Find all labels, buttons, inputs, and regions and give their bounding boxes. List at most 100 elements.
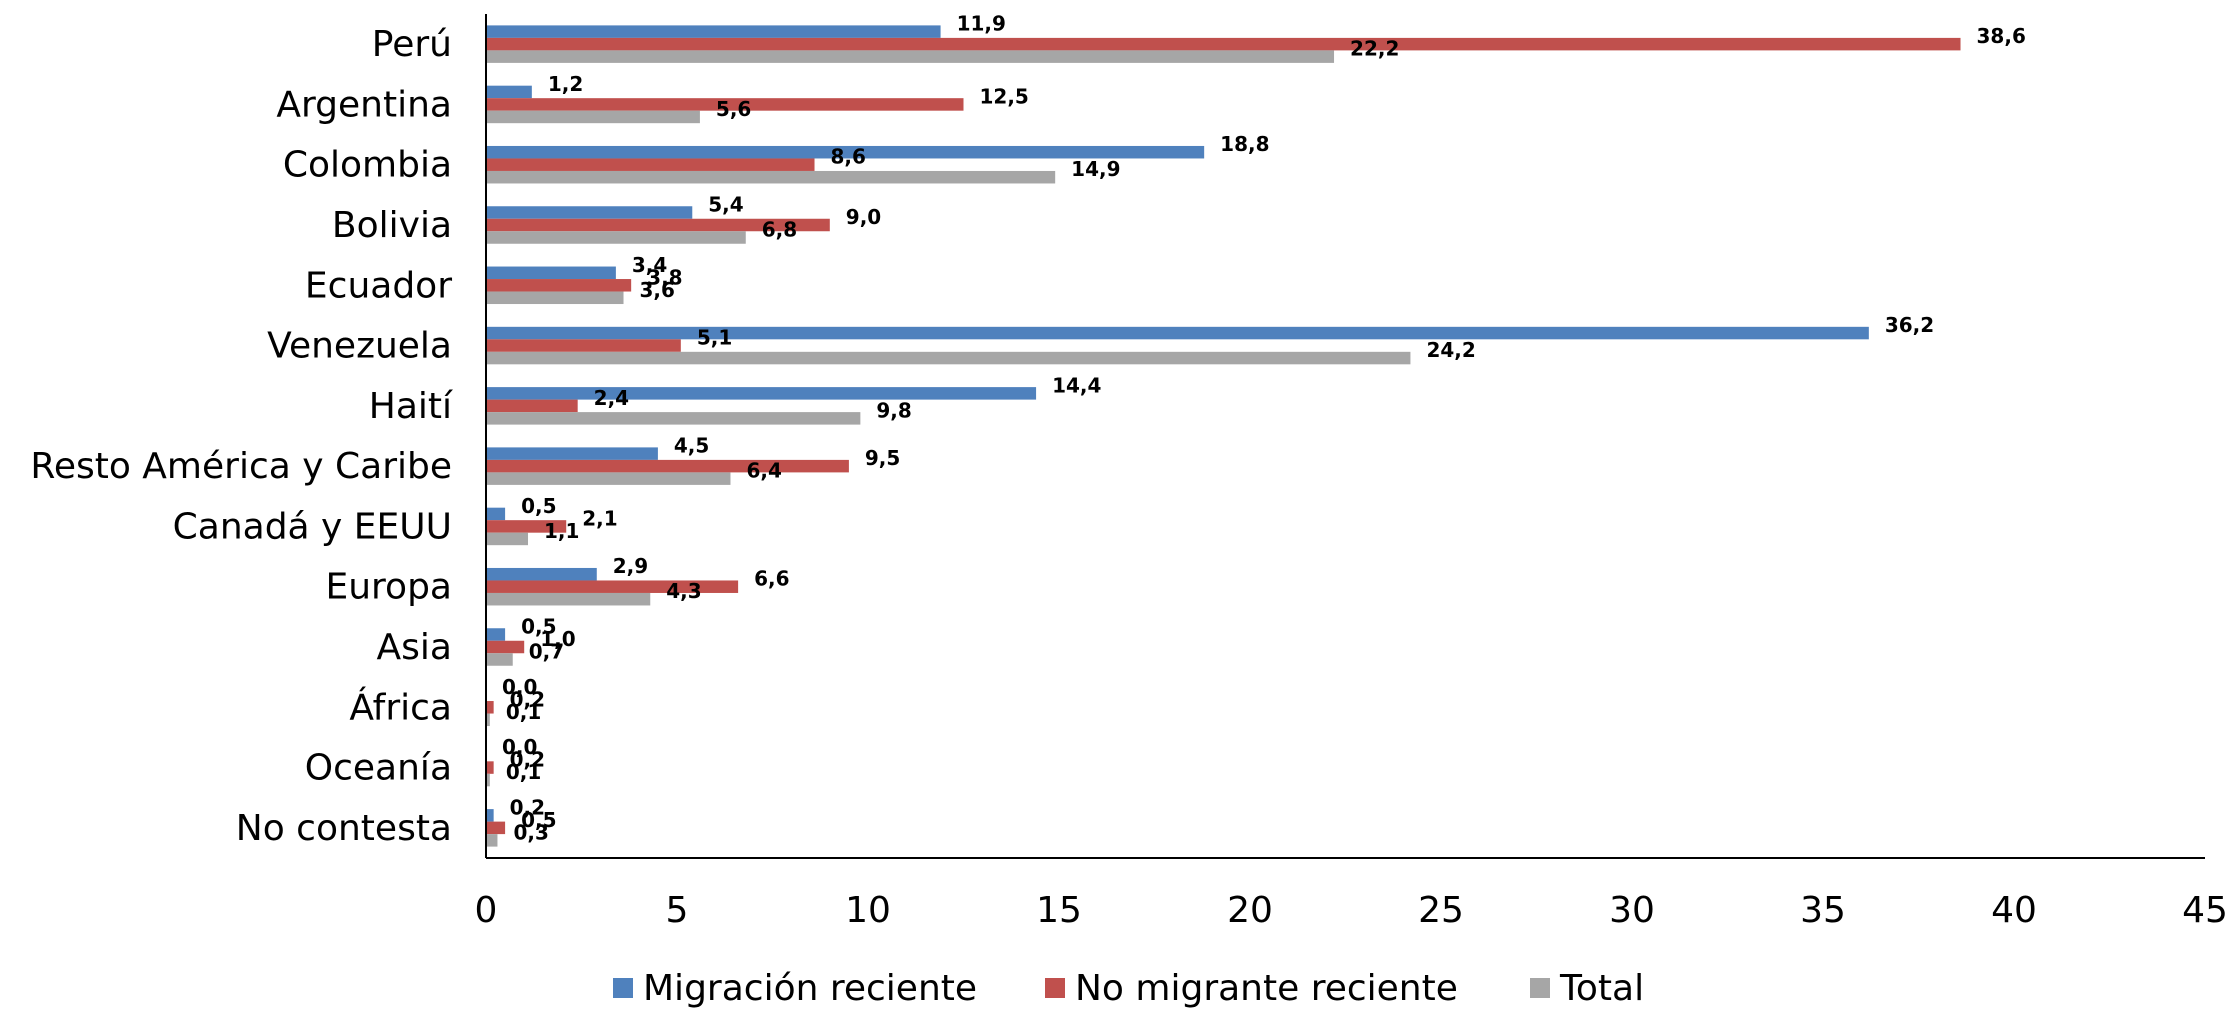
category-label: Argentina bbox=[276, 84, 452, 125]
legend-label: Migración reciente bbox=[643, 968, 977, 1009]
bar bbox=[486, 206, 693, 219]
bar bbox=[486, 520, 567, 533]
data-label: 36,2 bbox=[1885, 313, 1934, 337]
data-label: 0,1 bbox=[506, 700, 541, 724]
bar bbox=[486, 761, 494, 774]
data-label: 8,6 bbox=[831, 145, 866, 169]
bar bbox=[486, 507, 506, 521]
category-label: No contesta bbox=[236, 808, 452, 849]
bar bbox=[486, 158, 815, 171]
bar bbox=[486, 821, 506, 835]
category-label: Colombia bbox=[283, 145, 452, 186]
category-label: Oceanía bbox=[305, 748, 452, 789]
bar bbox=[486, 170, 1056, 184]
data-label: 6,8 bbox=[762, 218, 797, 242]
category-label: Canadá y EEUU bbox=[173, 506, 452, 547]
bar bbox=[486, 809, 494, 822]
legend-swatch bbox=[1530, 978, 1550, 998]
bar bbox=[486, 231, 746, 244]
data-label: 12,5 bbox=[980, 84, 1029, 108]
data-label: 5,4 bbox=[708, 193, 743, 217]
data-label: 0,2 bbox=[510, 748, 545, 772]
data-label: 3,6 bbox=[640, 278, 675, 302]
category-label: Resto América y Caribe bbox=[30, 446, 452, 487]
bar bbox=[486, 85, 532, 99]
bar bbox=[486, 218, 830, 232]
data-label: 2,4 bbox=[594, 386, 629, 410]
bar bbox=[486, 701, 494, 714]
x-tick-label: 25 bbox=[1418, 890, 1464, 931]
bar bbox=[486, 351, 1411, 365]
bar bbox=[486, 110, 700, 124]
data-label: 38,6 bbox=[1977, 24, 2026, 48]
legend-swatch bbox=[1045, 978, 1065, 998]
data-label: 6,4 bbox=[746, 459, 781, 483]
bar bbox=[486, 387, 1037, 400]
x-tick-labels: 0 5 10 15 20 25 30 35 40 45 bbox=[475, 890, 2228, 931]
legend-swatch bbox=[613, 978, 633, 998]
data-label: 5,6 bbox=[716, 97, 751, 121]
bar bbox=[486, 291, 624, 305]
data-label: 4,3 bbox=[666, 579, 701, 603]
data-label: 3,4 bbox=[632, 253, 667, 277]
bar bbox=[486, 37, 1961, 51]
category-label: Bolivia bbox=[332, 205, 452, 246]
bar bbox=[486, 592, 651, 606]
data-label: 3,8 bbox=[647, 265, 682, 289]
bar bbox=[486, 653, 513, 666]
bar bbox=[486, 640, 525, 654]
data-label: 1,2 bbox=[548, 72, 583, 96]
data-label: 14,9 bbox=[1071, 157, 1120, 181]
category-labels: Perú Argentina Colombia Bolivia Ecuador Venez… bbox=[30, 24, 453, 849]
data-label: 0,5 bbox=[521, 808, 556, 832]
data-label: 2,1 bbox=[582, 506, 617, 530]
bar bbox=[486, 266, 616, 280]
data-label: 9,5 bbox=[865, 446, 900, 470]
data-label: 9,8 bbox=[876, 398, 911, 422]
data-labels: 11,9 38,6 22,2 1,2 12,5 5,6 18,8 8,6 14,9 5,4 9,0 6… bbox=[502, 12, 2026, 845]
data-label: 18,8 bbox=[1220, 132, 1269, 156]
bar bbox=[486, 580, 739, 593]
data-label: 22,2 bbox=[1350, 37, 1399, 61]
bar bbox=[486, 279, 632, 292]
category-label: Perú bbox=[372, 24, 452, 65]
data-label: 0,1 bbox=[506, 760, 541, 784]
bar bbox=[486, 447, 658, 460]
data-label: 0,3 bbox=[513, 820, 548, 844]
category-label: África bbox=[349, 686, 452, 728]
category-label: Asia bbox=[377, 627, 452, 668]
data-label: 0,0 bbox=[502, 735, 537, 759]
x-tick-label: 40 bbox=[1991, 890, 2037, 931]
bar bbox=[486, 326, 1869, 340]
data-label: 4,5 bbox=[674, 434, 709, 458]
data-label: 9,0 bbox=[846, 205, 881, 229]
data-label: 0,0 bbox=[502, 675, 537, 699]
x-tick-label: 30 bbox=[1609, 890, 1655, 931]
bar bbox=[486, 532, 529, 546]
x-tick-label: 5 bbox=[666, 890, 689, 931]
data-label: 11,9 bbox=[957, 12, 1006, 36]
data-label: 5,1 bbox=[697, 326, 732, 350]
data-label: 1,0 bbox=[540, 627, 575, 651]
bar bbox=[486, 399, 578, 413]
legend-label: Total bbox=[1559, 968, 1644, 1009]
bars-layer bbox=[486, 25, 1961, 847]
data-label: 0,5 bbox=[521, 615, 556, 639]
bar bbox=[486, 145, 1205, 159]
bar bbox=[486, 834, 498, 847]
data-label: 0,2 bbox=[510, 795, 545, 819]
data-label: 2,9 bbox=[613, 554, 648, 578]
legend: Migración reciente No migrante reciente To… bbox=[613, 968, 1644, 1009]
x-tick-label: 0 bbox=[475, 890, 498, 931]
category-label: Venezuela bbox=[267, 326, 452, 367]
bar bbox=[486, 339, 681, 352]
bar bbox=[486, 50, 1335, 63]
data-label: 24,2 bbox=[1426, 338, 1475, 362]
x-tick-label: 45 bbox=[2182, 890, 2228, 931]
bar bbox=[486, 412, 861, 425]
category-label: Haití bbox=[369, 386, 453, 427]
legend-label: No migrante reciente bbox=[1075, 968, 1458, 1009]
axes-layer bbox=[485, 14, 2205, 859]
bar bbox=[486, 98, 964, 111]
category-label: Ecuador bbox=[305, 265, 452, 306]
